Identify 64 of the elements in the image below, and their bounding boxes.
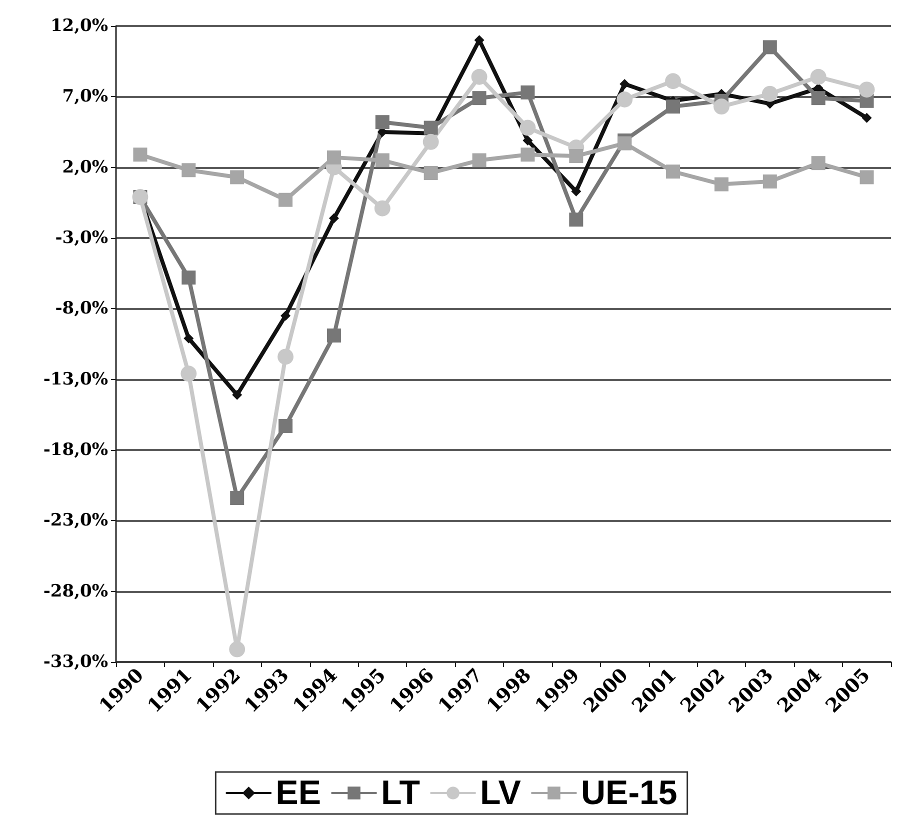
point xyxy=(424,120,438,135)
point xyxy=(424,166,438,180)
point xyxy=(278,192,293,207)
point xyxy=(713,98,730,115)
point xyxy=(471,68,488,85)
y-tick-label: -23,0% xyxy=(43,510,108,531)
point xyxy=(230,491,244,506)
point xyxy=(328,213,339,224)
point xyxy=(229,641,246,658)
point xyxy=(616,91,633,108)
point xyxy=(326,328,341,343)
point xyxy=(762,174,777,188)
point xyxy=(569,149,584,164)
point xyxy=(278,418,293,433)
point xyxy=(520,85,535,100)
point xyxy=(714,177,728,192)
legend-label: EE xyxy=(276,774,322,812)
point xyxy=(180,366,197,382)
y-tick-label: -28,0% xyxy=(43,581,108,602)
point xyxy=(569,212,584,227)
point xyxy=(520,148,535,162)
point xyxy=(858,82,875,98)
point xyxy=(862,112,872,123)
legend-label: UE-15 xyxy=(580,774,678,812)
point xyxy=(182,270,196,285)
point xyxy=(472,153,486,168)
point xyxy=(520,120,536,136)
point xyxy=(278,348,294,365)
point xyxy=(422,134,439,150)
y-tick-label: -3,0% xyxy=(55,228,108,248)
point xyxy=(375,115,390,130)
point xyxy=(620,78,630,89)
y-tick-label: 7,0% xyxy=(62,86,108,107)
point xyxy=(860,170,874,184)
point xyxy=(571,186,582,196)
y-tick-label: -33,0% xyxy=(43,652,108,672)
point xyxy=(375,153,390,168)
point xyxy=(133,148,148,162)
point xyxy=(184,333,194,344)
point xyxy=(811,156,826,170)
legend-label: LT xyxy=(381,774,420,812)
point xyxy=(522,135,533,146)
point xyxy=(232,390,242,400)
y-tick-label: 2,0% xyxy=(62,157,108,178)
point xyxy=(666,164,680,179)
point xyxy=(280,310,291,321)
point xyxy=(474,35,484,46)
point xyxy=(618,136,632,150)
y-tick-label: -8,0% xyxy=(55,298,108,319)
point xyxy=(182,163,196,178)
legend-label: LV xyxy=(480,774,522,812)
point xyxy=(472,91,486,106)
point xyxy=(665,73,682,90)
y-tick-label: -18,0% xyxy=(43,440,108,460)
y-tick-label: 12,0% xyxy=(50,16,108,36)
point xyxy=(811,91,826,106)
point xyxy=(810,68,826,85)
y-tick-label: -13,0% xyxy=(43,369,108,390)
point xyxy=(230,170,244,184)
point xyxy=(666,100,680,114)
point xyxy=(762,86,778,102)
point xyxy=(374,200,390,216)
point xyxy=(762,40,777,54)
point xyxy=(326,150,341,164)
